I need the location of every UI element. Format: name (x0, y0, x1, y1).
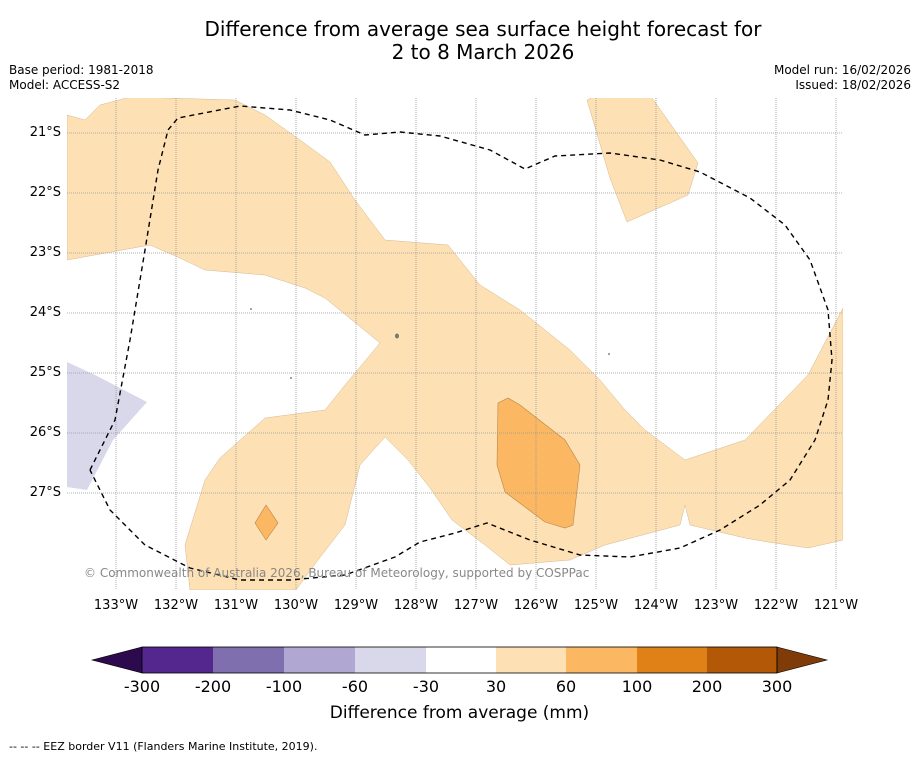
region-60-100-small (254, 504, 279, 541)
lon-label: 129°W (333, 598, 379, 613)
base-period: Base period: 1981-2018 (9, 63, 154, 77)
lon-label: 128°W (393, 598, 439, 613)
colorbar-bin (355, 647, 426, 673)
contour-dot (250, 308, 252, 310)
lat-label: 22°S (29, 185, 61, 200)
contour-dot (395, 333, 399, 339)
issued-date: Issued: 18/02/2026 (795, 78, 911, 92)
colorbar-bin (142, 647, 213, 673)
colorbar-bin (284, 647, 355, 673)
colorbar (90, 646, 829, 674)
lon-label: 122°W (753, 598, 799, 613)
sea-height-map (67, 98, 843, 590)
lat-label: 23°S (29, 245, 61, 260)
eez-footer-note: -- -- -- EEZ border V11 (Flanders Marine… (9, 740, 318, 753)
colorbar-tick-label: 300 (761, 677, 793, 696)
colorbar-tick-label: 30 (485, 677, 507, 696)
map-title: Difference from average sea surface heig… (0, 18, 919, 64)
title-line-1: Difference from average sea surface heig… (204, 17, 762, 41)
colorbar-extend-max (776, 646, 829, 674)
lat-label: 26°S (29, 425, 61, 440)
meta-left: Base period: 1981-2018 Model: ACCESS-S2 (9, 63, 154, 93)
lat-label: 27°S (29, 485, 61, 500)
region-30-60-main (67, 98, 843, 590)
colorbar-bin (426, 647, 496, 673)
lon-label: 125°W (573, 598, 619, 613)
longitude-gridlines (115, 98, 837, 590)
colorbar-bin (496, 647, 566, 673)
region-minus-30 (67, 362, 147, 490)
lon-label: 132°W (153, 598, 199, 613)
colorbar-tick-label: -60 (341, 677, 369, 696)
colorbar-title: Difference from average (mm) (329, 703, 590, 723)
colorbar-tick-label: -300 (123, 677, 161, 696)
eez-border (89, 105, 833, 581)
lat-label: 25°S (29, 365, 61, 380)
region-30-60-ne (586, 98, 699, 223)
colorbar-bin (566, 647, 637, 673)
model-name: Model: ACCESS-S2 (9, 78, 121, 92)
colorbar-extend-min (90, 646, 143, 674)
colorbar-bin (637, 647, 707, 673)
lon-label: 131°W (213, 598, 259, 613)
colorbar-frame (141, 646, 778, 674)
contour-dot (608, 353, 610, 355)
colorbar-tick-label: -100 (265, 677, 303, 696)
colorbar-tick-label: -200 (194, 677, 232, 696)
title-line-2: 2 to 8 March 2026 (391, 40, 575, 64)
lon-label: 121°W (813, 598, 859, 613)
lat-label: 24°S (29, 305, 61, 320)
latitude-gridlines (67, 132, 843, 494)
contour-dot (290, 377, 292, 379)
lon-label: 127°W (453, 598, 499, 613)
lon-label: 126°W (513, 598, 559, 613)
lon-label: 130°W (273, 598, 319, 613)
lat-label: 21°S (29, 125, 61, 140)
meta-right: Model run: 16/02/2026 Issued: 18/02/2026 (774, 63, 911, 93)
region-60-100-center (496, 397, 581, 529)
colorbar-bin (213, 647, 284, 673)
lon-label: 123°W (693, 598, 739, 613)
colorbar-tick-label: 200 (691, 677, 723, 696)
colorbar-tick-label: -30 (412, 677, 440, 696)
colorbar-tick-label: 60 (555, 677, 577, 696)
colorbar-tick-label: 100 (621, 677, 653, 696)
lon-label: 133°W (93, 598, 139, 613)
model-run: Model run: 16/02/2026 (773, 63, 911, 77)
copyright-notice: © Commonwealth of Australia 2026, Bureau… (84, 566, 590, 580)
colorbar-bin (707, 647, 777, 673)
lon-label: 124°W (633, 598, 679, 613)
